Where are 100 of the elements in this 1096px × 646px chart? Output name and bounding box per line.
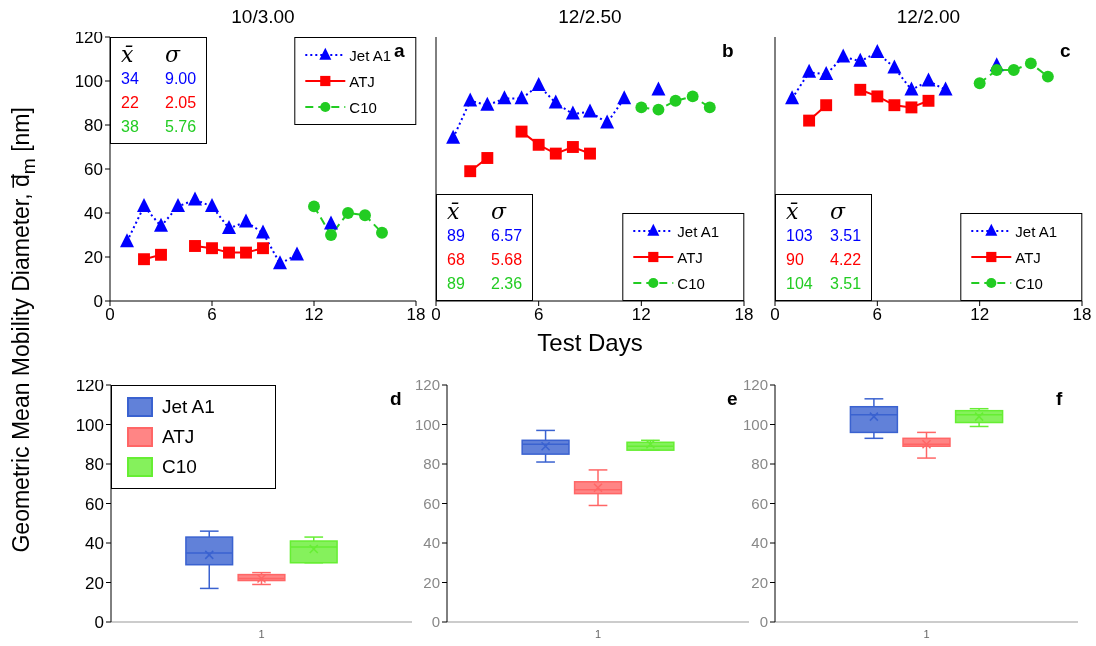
point — [464, 165, 477, 178]
x-tick-label: 6 — [207, 305, 217, 325]
y-tick-label: 40 — [751, 534, 768, 552]
point — [635, 101, 648, 114]
point — [583, 103, 597, 118]
legend-label: ATJ — [1015, 248, 1041, 266]
legend-label: ATJ — [677, 248, 703, 266]
point — [155, 248, 167, 261]
point — [154, 217, 168, 232]
x-axis-title: Test Days — [536, 329, 644, 357]
point — [905, 101, 918, 114]
point — [584, 147, 596, 160]
point — [617, 90, 632, 105]
y-tick-label: 80 — [423, 455, 440, 473]
point — [871, 90, 884, 103]
y-tick-label: 100 — [75, 415, 104, 435]
annotation: 104 — [786, 275, 814, 293]
legend-label: Jet A1 — [349, 46, 391, 64]
annotation: x̄ — [447, 199, 461, 224]
legend-label: C10 — [162, 456, 197, 478]
legend-label: C10 — [1015, 274, 1043, 292]
x-tick-label: 12 — [970, 305, 990, 325]
point — [325, 229, 337, 241]
point — [922, 94, 935, 107]
point — [785, 90, 800, 105]
point — [888, 99, 901, 112]
y-tick-label: 100 — [414, 415, 440, 433]
point — [189, 240, 201, 252]
annotation: 3.51 — [830, 227, 862, 245]
y-tick-label: 60 — [85, 494, 104, 514]
annotation: 5.76 — [165, 118, 197, 136]
point — [565, 105, 580, 120]
point — [223, 246, 235, 259]
point — [138, 253, 150, 266]
point — [256, 224, 270, 239]
y-tick-label: 20 — [84, 248, 103, 268]
annotation: a — [394, 40, 405, 62]
y-tick-label: 80 — [751, 455, 768, 473]
annotation: 6.57 — [491, 227, 523, 245]
point — [273, 255, 287, 270]
y-tick-label: 60 — [84, 160, 103, 180]
y-tick-label: 20 — [751, 573, 768, 591]
annotation: x̄ — [786, 199, 800, 224]
x-tick-label: 12 — [631, 305, 651, 325]
y-tick-label: 20 — [85, 573, 104, 593]
annotation: 9.00 — [165, 70, 197, 88]
y-tick-label: 0 — [93, 292, 103, 312]
point — [548, 94, 563, 109]
point — [342, 207, 354, 219]
point — [819, 66, 834, 80]
y-tick-label: 20 — [423, 573, 440, 591]
x-tick-label: 1 — [923, 627, 930, 640]
point — [290, 246, 304, 261]
annotation: 22 — [121, 94, 140, 112]
point — [531, 77, 546, 91]
point — [446, 129, 461, 144]
y-tick-label: 40 — [423, 534, 440, 552]
point — [240, 246, 252, 259]
point — [257, 242, 269, 255]
point — [973, 77, 986, 90]
point — [566, 141, 579, 153]
annotation: 34 — [121, 70, 140, 88]
annotation: 4.22 — [830, 251, 862, 269]
y-tick-label: 40 — [84, 204, 103, 224]
point — [1041, 70, 1054, 83]
point — [359, 209, 371, 222]
y-tick-label: 60 — [423, 494, 440, 512]
annotation: 2.36 — [491, 275, 523, 293]
y-tick-label: 80 — [84, 116, 103, 136]
point — [532, 138, 545, 151]
x-tick-label: 12 — [304, 305, 324, 325]
chart-title: 10/3.00 — [230, 6, 296, 28]
x-tick-label: 6 — [533, 305, 544, 325]
point — [854, 83, 867, 96]
annotation: 38 — [121, 118, 140, 136]
point — [803, 114, 816, 127]
point — [887, 59, 902, 74]
annotation: 89 — [447, 227, 466, 245]
point — [669, 94, 682, 107]
y-tick-label: 120 — [75, 376, 104, 396]
point — [308, 200, 320, 213]
point — [549, 147, 562, 160]
point — [239, 213, 253, 228]
x-tick-label: 6 — [872, 305, 883, 325]
x-tick-label: 1 — [594, 627, 602, 640]
point — [481, 152, 494, 164]
point — [921, 72, 936, 87]
y-tick-label: 80 — [85, 455, 104, 475]
annotation: d — [390, 388, 402, 410]
y-tick-label: 40 — [85, 534, 104, 554]
y-tick-label: 100 — [74, 72, 103, 92]
annotation: σ — [165, 42, 181, 67]
x-tick-label: 18 — [734, 305, 754, 325]
legend-label: C10 — [349, 98, 377, 116]
legend-label: ATJ — [349, 72, 375, 90]
y-tick-label: 120 — [74, 28, 103, 48]
point — [904, 81, 919, 96]
point — [120, 233, 134, 248]
point — [1024, 57, 1037, 70]
x-tick-label: 18 — [1072, 305, 1092, 325]
